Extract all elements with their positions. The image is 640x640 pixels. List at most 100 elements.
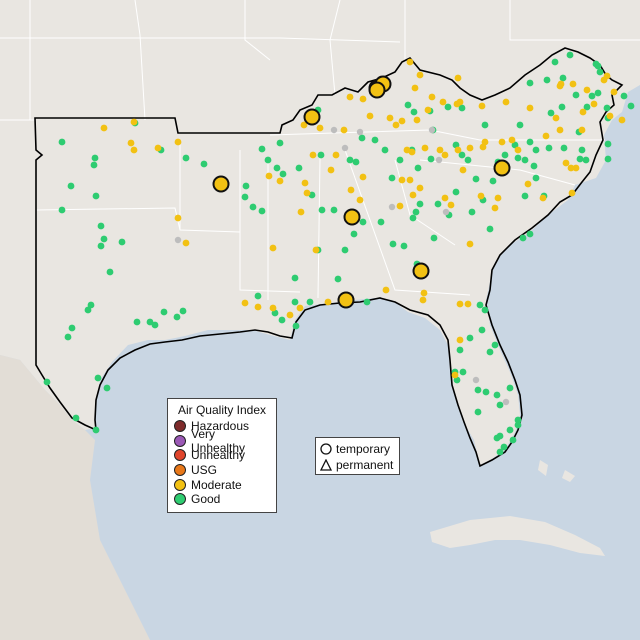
good-site-marker bbox=[91, 154, 99, 162]
moderate-site-marker bbox=[454, 146, 462, 154]
mexico-land bbox=[0, 355, 150, 640]
moderate-site-marker bbox=[309, 151, 317, 159]
good-site-marker bbox=[526, 138, 534, 146]
moderate-site-marker bbox=[459, 166, 467, 174]
good-site-marker bbox=[514, 416, 522, 424]
good-site-marker bbox=[493, 391, 501, 399]
temporary-monitor-sites bbox=[212, 75, 511, 309]
no-data-site-marker bbox=[428, 126, 436, 134]
good-site-marker bbox=[459, 368, 467, 376]
good-site-marker bbox=[341, 246, 349, 254]
moderate-site-marker bbox=[478, 102, 486, 110]
no-data-site-marker bbox=[435, 156, 443, 164]
moderate-site-marker bbox=[100, 124, 108, 132]
moderate-site-marker bbox=[477, 192, 485, 200]
good-site-marker bbox=[482, 388, 490, 396]
moderate-site-marker bbox=[297, 208, 305, 216]
moderate-site-marker bbox=[398, 176, 406, 184]
good-site-marker bbox=[489, 177, 497, 185]
moderate-site-marker bbox=[296, 304, 304, 312]
moderate-site-marker bbox=[552, 114, 560, 122]
good-site-marker bbox=[572, 91, 580, 99]
moderate-site-marker bbox=[366, 112, 374, 120]
moderate-site-marker bbox=[466, 240, 474, 248]
good-site-marker bbox=[94, 374, 102, 382]
moderate-site-marker bbox=[301, 179, 309, 187]
good-site-marker bbox=[594, 89, 602, 97]
good-site-marker bbox=[566, 51, 574, 59]
moderate-site-marker bbox=[562, 159, 570, 167]
good-site-marker bbox=[521, 192, 529, 200]
good-site-marker bbox=[133, 318, 141, 326]
good-site-marker bbox=[532, 174, 540, 182]
good-site-marker bbox=[456, 346, 464, 354]
moderate-site-marker bbox=[182, 239, 190, 247]
moderate-site-marker bbox=[241, 299, 249, 307]
legend-label: Very Unhealthy bbox=[191, 426, 246, 455]
legend-row-hazardous: Hazardous bbox=[174, 419, 270, 434]
good-site-marker bbox=[474, 408, 482, 416]
region-border bbox=[34, 47, 624, 468]
good-site-marker bbox=[97, 242, 105, 250]
bahamas-island bbox=[562, 470, 575, 482]
moderate-site-marker bbox=[300, 121, 308, 129]
moderate-site-marker bbox=[456, 336, 464, 344]
moderate-site-marker bbox=[421, 144, 429, 152]
good-site-marker bbox=[330, 206, 338, 214]
good-site-marker bbox=[242, 182, 250, 190]
good-site-marker bbox=[500, 443, 508, 451]
moderate-site-marker bbox=[508, 136, 516, 144]
legend-label: Moderate bbox=[191, 477, 242, 492]
moderate-site-marker bbox=[567, 164, 575, 172]
good-site-marker bbox=[521, 156, 529, 164]
no-data-site-marker bbox=[442, 208, 450, 216]
moderate-site-marker bbox=[606, 112, 614, 120]
good-site-marker bbox=[493, 434, 501, 442]
good-site-marker bbox=[273, 164, 281, 172]
moderate-site-marker bbox=[447, 201, 455, 209]
good-site-marker bbox=[100, 235, 108, 243]
land-mass bbox=[0, 0, 640, 465]
good-site-marker bbox=[530, 162, 538, 170]
moderate-site-marker bbox=[340, 126, 348, 134]
good-site-marker bbox=[87, 301, 95, 309]
circle-outline-icon bbox=[320, 443, 332, 455]
good-site-marker bbox=[43, 378, 51, 386]
good-site-marker bbox=[509, 436, 517, 444]
good-site-marker bbox=[400, 242, 408, 250]
good-site-marker bbox=[596, 68, 604, 76]
good-site-marker bbox=[103, 384, 111, 392]
temporary-site-marker bbox=[343, 208, 361, 226]
good-site-marker bbox=[514, 154, 522, 162]
moderate-site-marker bbox=[413, 116, 421, 124]
legend-label: Hazardous bbox=[191, 419, 250, 434]
moderate-site-marker bbox=[441, 151, 449, 159]
moderate-site-marker bbox=[524, 180, 532, 188]
good-site-marker bbox=[249, 203, 257, 211]
good-site-marker bbox=[92, 426, 100, 434]
good-site-marker bbox=[371, 136, 379, 144]
good-site-marker bbox=[151, 321, 159, 329]
good-site-marker bbox=[496, 448, 504, 456]
moderate-site-marker bbox=[618, 116, 626, 124]
very-unhealthy-swatch-icon bbox=[174, 434, 186, 447]
good-site-marker bbox=[410, 108, 418, 116]
good-site-marker bbox=[292, 322, 300, 330]
moderate-site-marker bbox=[416, 71, 424, 79]
no-data-site-marker bbox=[502, 398, 510, 406]
good-site-marker bbox=[491, 341, 499, 349]
good-site-marker bbox=[388, 174, 396, 182]
good-site-marker bbox=[64, 333, 72, 341]
good-site-marker bbox=[427, 155, 435, 163]
moderate-site-marker bbox=[466, 144, 474, 152]
moderate-site-marker bbox=[359, 173, 367, 181]
moderate-site-marker bbox=[514, 146, 522, 154]
good-site-marker bbox=[409, 214, 417, 222]
temporary-site-marker bbox=[368, 81, 386, 99]
good-site-marker bbox=[452, 188, 460, 196]
nodata-sites bbox=[174, 126, 510, 406]
moderate-site-marker bbox=[386, 114, 394, 122]
moderate-site-marker bbox=[454, 74, 462, 82]
moderate-site-marker bbox=[356, 196, 364, 204]
